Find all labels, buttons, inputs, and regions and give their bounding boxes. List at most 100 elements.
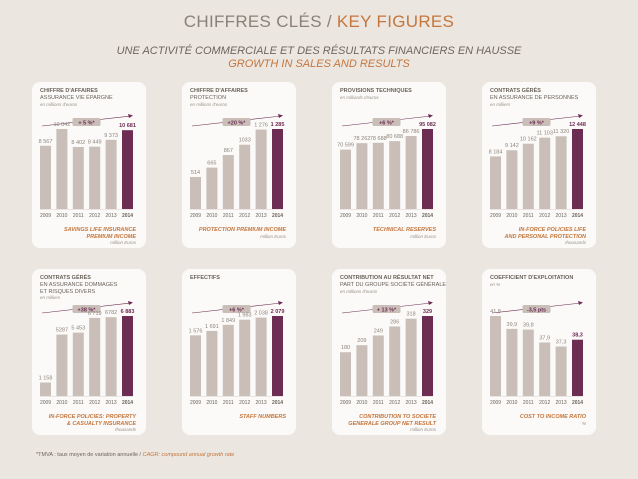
x-tick-label: 2012	[89, 213, 100, 219]
card-unit: en millions d'euros	[340, 288, 378, 294]
bar-value-label: 5 453	[71, 326, 85, 332]
bar-value-label: 37,3	[556, 340, 567, 346]
card-title: CONTRATS GÉRÉS	[490, 88, 541, 94]
bar-value-label: 514	[191, 170, 200, 176]
bar	[389, 141, 401, 209]
growth-badge	[72, 118, 101, 126]
x-tick-label: 2013	[556, 213, 567, 219]
bar	[255, 129, 267, 209]
x-tick-label: 2014	[422, 213, 433, 219]
footnote-fr: *TMVA : taux moyen de variation annuelle…	[36, 452, 143, 458]
growth-arrow-head	[428, 301, 433, 305]
x-tick-label: 2011	[373, 400, 384, 406]
bar-value-label: 12 448	[569, 122, 586, 128]
x-tick-label: 2013	[406, 400, 417, 406]
card-unit-en: thousands	[115, 427, 136, 432]
x-tick-label: 2013	[256, 213, 267, 219]
card-unit: en millions d'euros	[190, 101, 228, 107]
key-figure-card: CHIFFRE D'AFFAIRES ASSURANCE VIE ÉPARGNE e…	[32, 82, 146, 248]
bar-value-label: 867	[224, 148, 233, 154]
x-tick-label: 2011	[73, 400, 84, 406]
bar-value-label: 6782	[105, 310, 117, 316]
bar-value-label: 1 285	[271, 122, 285, 128]
bar-value-label: 11 103	[536, 131, 552, 137]
card-subtitle: PROTECTION	[190, 95, 227, 101]
card-label-en: PROTECTION PREMIUM INCOME	[198, 227, 286, 233]
growth-label: +6 %*	[379, 120, 395, 126]
card-label-en: PREMIUM INCOME	[86, 233, 137, 240]
bar	[490, 156, 501, 209]
key-figure-card: PROVISIONS TECHNIQUES en milliards d'euro…	[332, 82, 446, 248]
key-figure-card: CONTRATS GÉRÉS EN ASSURANCE DE PERSONNES e…	[482, 82, 596, 248]
card-title: CHIFFRE D'AFFAIRES	[40, 88, 98, 94]
card-title: CHIFFRE D'AFFAIRES	[190, 88, 248, 94]
x-tick-label: 2010	[356, 400, 367, 406]
bar-chart: + 13 %* 180 2009 209 2010 249 2011 286 2012 318 20…	[340, 301, 433, 406]
bar-value-label: 2 038	[254, 311, 268, 317]
bar	[372, 142, 384, 209]
bar-value-label: 1033	[239, 138, 251, 144]
bar	[506, 328, 518, 396]
bar-value-label: 6 883	[121, 309, 135, 315]
bar	[239, 144, 251, 209]
bar-value-label: 1 983	[238, 313, 252, 319]
bar-chart: + 5 %* 8 567 2009 10 842 2010 8 402 2011 8 449 2…	[39, 114, 136, 219]
x-tick-label: 2010	[506, 213, 517, 219]
x-tick-label: 2012	[239, 400, 250, 406]
x-tick-label: 2009	[190, 213, 201, 219]
card-label-en: GENERALE GROUP NET RESULT	[348, 420, 436, 427]
bar-value-label: 10 162	[520, 137, 537, 143]
bar	[522, 329, 534, 396]
bar	[340, 149, 351, 209]
bar	[555, 136, 567, 209]
bar-value-label: 10 681	[119, 123, 136, 129]
bar-highlight	[122, 316, 133, 396]
growth-label: +6 %*	[229, 307, 245, 313]
card-unit: en milliards d'euros	[340, 95, 379, 100]
subtitle-en: GROWTH IN SALES AND RESULTS	[228, 58, 410, 70]
x-tick-label: 2009	[190, 400, 201, 406]
bar-chart: +9 %* 8 184 2009 9 142 2010 10 162 2011 11 103 2…	[489, 114, 586, 219]
bar	[40, 145, 51, 209]
bar-highlight	[422, 129, 433, 209]
bar	[405, 135, 417, 209]
x-tick-label: 2010	[56, 213, 67, 219]
card-unit: en milliers	[40, 295, 61, 300]
growth-arrow-head	[578, 114, 583, 118]
bar-value-label: 38,3	[572, 333, 583, 339]
bar	[206, 167, 218, 209]
x-tick-label: 2010	[356, 213, 367, 219]
card-label-en: SAVINGS LIFE INSURANCE	[63, 227, 136, 233]
card-unit-en: million Euros	[410, 233, 436, 239]
x-tick-label: 2012	[239, 213, 250, 219]
bar-value-label: 318	[407, 312, 416, 318]
card-unit: en %	[490, 282, 501, 287]
bar-value-label: 39,8	[523, 323, 534, 329]
bar	[506, 150, 518, 209]
card-title: PROVISIONS TECHNIQUES	[340, 88, 412, 94]
bar-value-label: 5287	[56, 328, 68, 334]
x-tick-label: 2012	[89, 400, 100, 406]
bar	[389, 326, 401, 396]
card-unit-en: million Euros	[260, 233, 286, 239]
x-tick-label: 2014	[122, 213, 133, 219]
x-tick-label: 2013	[106, 213, 117, 219]
bar-value-label: 8 449	[88, 140, 102, 146]
x-tick-label: 2014	[572, 400, 583, 406]
bar-chart: +6 %* 70 599 2009 78 262 2010 78 688 2011 80 68…	[337, 114, 436, 219]
subtitle-fr: UNE ACTIVITÉ COMMERCIALE ET DES RÉSULTAT…	[116, 45, 522, 57]
bar-value-label: 11 320	[553, 129, 569, 135]
card-subtitle: EN ASSURANCE DE PERSONNES	[490, 95, 579, 101]
bar-chart: +6 %* 1 576 2009 1 691 2010 1 849 2011 1 983 201…	[189, 301, 284, 406]
bar-highlight	[572, 129, 583, 209]
card-subtitle: PART DU GROUPE SOCIÉTÉ GÉNÉRALE	[340, 282, 447, 288]
bar-value-label: 209	[357, 338, 366, 344]
bar-chart: +20 %* 514 2009 665 2010 867 2011 1033 2012 1 276…	[190, 114, 285, 219]
bar	[239, 319, 251, 396]
bar	[72, 332, 84, 396]
x-tick-label: 2009	[490, 400, 501, 406]
key-figure-card: CHIFFRE D'AFFAIRES PROTECTION en millions …	[182, 82, 296, 248]
card-label-en: AND PERSONAL PROTECTION	[504, 233, 587, 240]
growth-badge	[372, 305, 401, 313]
bar-chart: -3,5 pts 41,8 2009 39,9 2010 39,8 2011 37,9 2012…	[490, 301, 583, 406]
